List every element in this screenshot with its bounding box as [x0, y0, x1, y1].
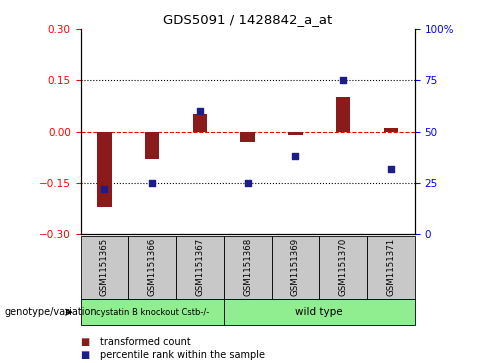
Point	[196, 108, 204, 114]
Text: cystatin B knockout Cstb-/-: cystatin B knockout Cstb-/-	[96, 308, 209, 317]
Bar	[81, 299, 224, 325]
Bar	[319, 236, 367, 299]
Bar	[271, 236, 319, 299]
Point	[339, 77, 347, 83]
Text: transformed count: transformed count	[100, 337, 191, 347]
Bar	[384, 128, 398, 131]
Bar	[367, 236, 415, 299]
Bar	[193, 114, 207, 131]
Bar	[224, 236, 271, 299]
Bar	[224, 299, 415, 325]
Text: genotype/variation: genotype/variation	[5, 307, 98, 317]
Bar	[241, 131, 255, 142]
Bar	[145, 131, 159, 159]
Text: percentile rank within the sample: percentile rank within the sample	[100, 350, 265, 360]
Text: GSM1151369: GSM1151369	[291, 237, 300, 295]
Bar	[81, 236, 128, 299]
Text: wild type: wild type	[295, 307, 343, 317]
Bar	[176, 236, 224, 299]
Point	[101, 186, 108, 192]
Bar	[128, 236, 176, 299]
Point	[291, 153, 299, 159]
Text: GSM1151370: GSM1151370	[339, 237, 347, 295]
Point	[148, 180, 156, 186]
Text: GSM1151371: GSM1151371	[386, 237, 395, 295]
Text: GSM1151368: GSM1151368	[243, 237, 252, 295]
Title: GDS5091 / 1428842_a_at: GDS5091 / 1428842_a_at	[163, 13, 332, 26]
Bar	[336, 97, 350, 131]
Text: GSM1151367: GSM1151367	[195, 237, 204, 295]
Point	[244, 180, 252, 186]
Text: GSM1151365: GSM1151365	[100, 237, 109, 295]
Text: ■: ■	[81, 350, 90, 360]
Bar	[288, 131, 303, 135]
Text: GSM1151366: GSM1151366	[148, 237, 157, 295]
Point	[387, 166, 395, 171]
Bar	[97, 131, 112, 207]
Text: ■: ■	[81, 337, 90, 347]
